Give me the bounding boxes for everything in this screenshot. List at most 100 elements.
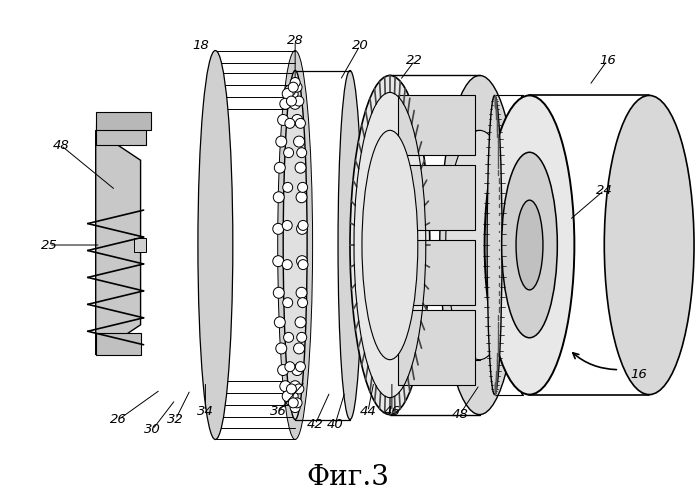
- Text: 40: 40: [327, 418, 344, 431]
- Circle shape: [284, 332, 293, 342]
- Ellipse shape: [283, 110, 307, 380]
- Ellipse shape: [338, 70, 362, 420]
- Circle shape: [296, 118, 305, 128]
- Bar: [398, 310, 475, 384]
- Circle shape: [285, 362, 295, 372]
- Text: 32: 32: [167, 413, 184, 426]
- Ellipse shape: [281, 86, 309, 404]
- Ellipse shape: [279, 62, 311, 428]
- Text: 16: 16: [631, 368, 648, 381]
- Ellipse shape: [604, 96, 694, 395]
- Circle shape: [287, 88, 298, 100]
- Circle shape: [298, 220, 308, 230]
- Circle shape: [297, 256, 307, 266]
- Ellipse shape: [282, 98, 308, 393]
- Ellipse shape: [198, 50, 233, 440]
- Text: 24: 24: [596, 184, 613, 196]
- Ellipse shape: [350, 76, 430, 414]
- Ellipse shape: [362, 130, 418, 360]
- Text: 25: 25: [40, 238, 57, 252]
- Bar: [398, 240, 475, 305]
- Circle shape: [290, 402, 300, 412]
- Text: 22: 22: [406, 54, 423, 67]
- Circle shape: [276, 343, 286, 354]
- Circle shape: [294, 96, 304, 106]
- Text: 30: 30: [144, 423, 161, 436]
- Bar: [95, 333, 141, 354]
- Polygon shape: [95, 130, 141, 354]
- Ellipse shape: [201, 86, 229, 404]
- Circle shape: [273, 192, 284, 202]
- Text: 20: 20: [351, 39, 368, 52]
- Text: 42: 42: [307, 418, 323, 431]
- Ellipse shape: [202, 98, 229, 393]
- Circle shape: [283, 182, 293, 192]
- Bar: [398, 96, 475, 156]
- Text: 48: 48: [452, 408, 468, 421]
- Bar: [134, 238, 146, 252]
- Ellipse shape: [204, 110, 227, 380]
- Circle shape: [284, 85, 296, 96]
- Circle shape: [282, 88, 293, 100]
- Circle shape: [276, 136, 286, 147]
- Circle shape: [289, 380, 300, 392]
- Ellipse shape: [440, 76, 519, 414]
- Circle shape: [292, 82, 302, 92]
- Ellipse shape: [283, 70, 307, 420]
- Text: 48: 48: [52, 139, 69, 152]
- Circle shape: [284, 148, 293, 158]
- Circle shape: [282, 220, 292, 230]
- Ellipse shape: [515, 96, 530, 395]
- Circle shape: [298, 260, 308, 270]
- Circle shape: [292, 114, 302, 126]
- Bar: [95, 112, 151, 130]
- Circle shape: [273, 288, 284, 298]
- Circle shape: [287, 390, 298, 402]
- Text: 34: 34: [197, 405, 214, 418]
- Bar: [95, 124, 146, 146]
- Text: 16: 16: [599, 54, 615, 67]
- Text: 36: 36: [270, 405, 286, 418]
- Circle shape: [289, 82, 298, 92]
- Circle shape: [282, 390, 293, 402]
- Ellipse shape: [502, 152, 558, 338]
- Circle shape: [295, 317, 306, 328]
- Text: Фиг.3: Фиг.3: [307, 464, 390, 491]
- Circle shape: [296, 362, 305, 372]
- Text: 44: 44: [360, 405, 376, 418]
- Ellipse shape: [445, 130, 514, 360]
- Text: 28: 28: [286, 34, 303, 47]
- Circle shape: [296, 288, 307, 298]
- Circle shape: [282, 260, 292, 270]
- Circle shape: [275, 317, 285, 328]
- Circle shape: [286, 96, 296, 106]
- Circle shape: [293, 343, 305, 354]
- Circle shape: [279, 98, 291, 110]
- Circle shape: [292, 398, 302, 408]
- Circle shape: [297, 332, 307, 342]
- Circle shape: [298, 298, 307, 308]
- Circle shape: [292, 364, 302, 376]
- Ellipse shape: [200, 74, 231, 416]
- Circle shape: [283, 298, 293, 308]
- Bar: [398, 165, 475, 230]
- Text: 26: 26: [110, 413, 127, 426]
- Circle shape: [277, 364, 289, 376]
- Circle shape: [284, 394, 296, 405]
- Circle shape: [279, 380, 291, 392]
- Circle shape: [297, 148, 307, 158]
- Circle shape: [290, 78, 300, 88]
- Circle shape: [294, 384, 304, 394]
- Circle shape: [277, 114, 289, 126]
- Circle shape: [295, 162, 306, 173]
- Circle shape: [273, 224, 284, 234]
- Circle shape: [289, 398, 298, 408]
- Circle shape: [298, 182, 307, 192]
- Circle shape: [273, 256, 284, 266]
- Text: 46: 46: [383, 405, 400, 418]
- Circle shape: [296, 192, 307, 202]
- Ellipse shape: [487, 96, 502, 395]
- Circle shape: [275, 162, 285, 173]
- Ellipse shape: [484, 96, 574, 395]
- Circle shape: [289, 98, 300, 110]
